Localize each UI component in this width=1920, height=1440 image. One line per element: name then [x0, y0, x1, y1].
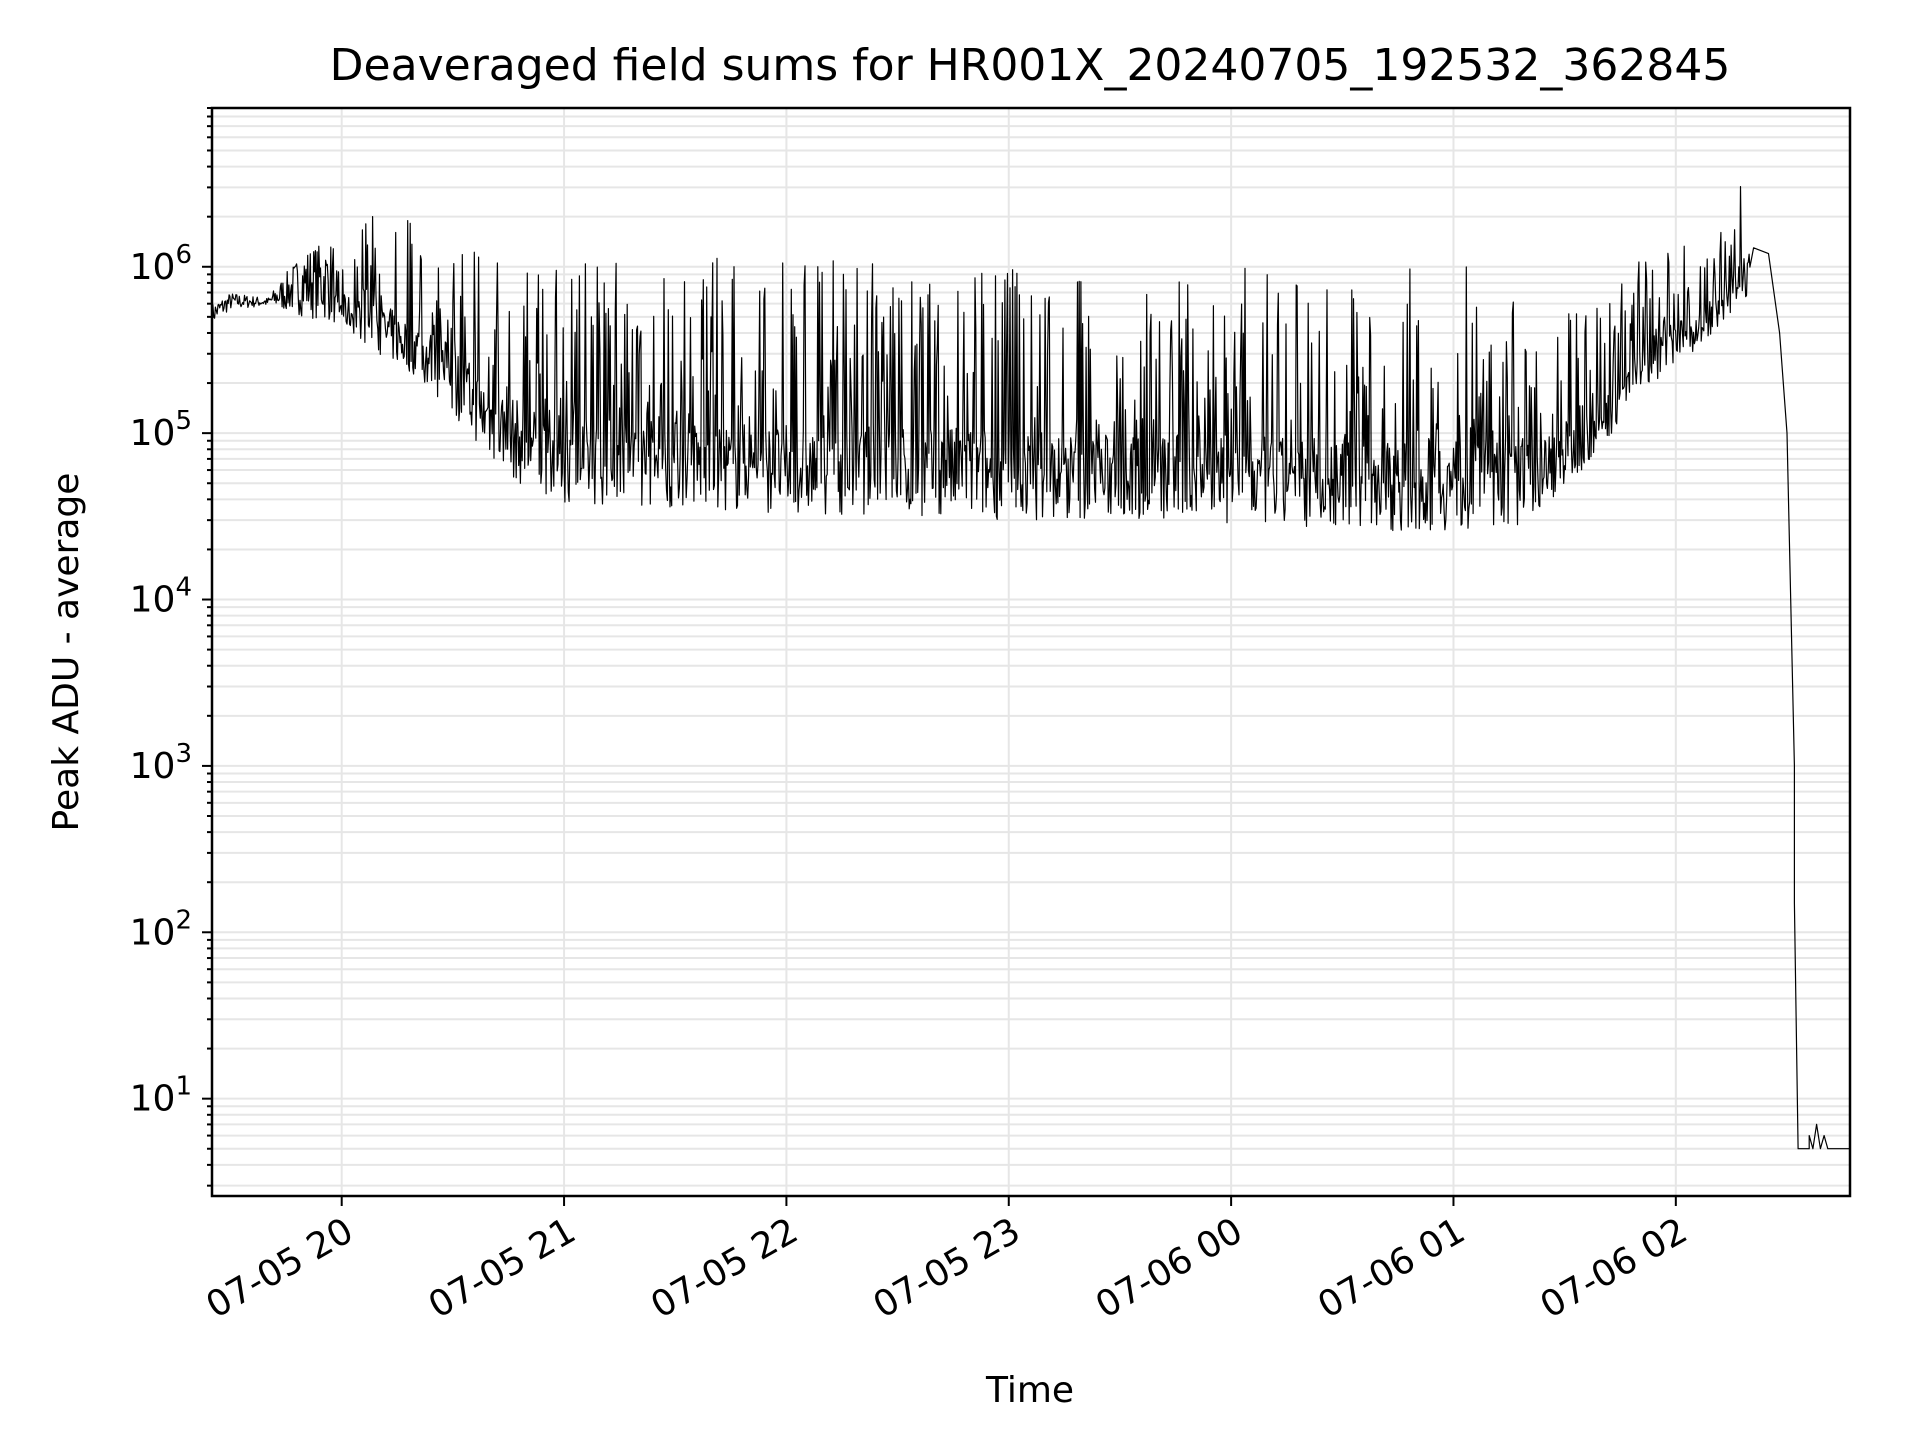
y-tick-exp: 5: [175, 406, 192, 436]
y-axis-label: Peak ADU - average: [46, 473, 87, 832]
y-tick-exp: 4: [175, 573, 192, 603]
series-line: [211, 186, 1850, 1150]
y-tick-base: 10: [130, 912, 176, 953]
y-tick-label: 106: [130, 240, 192, 288]
series-group: [211, 186, 1850, 1150]
y-tick-base: 10: [130, 247, 176, 288]
x-tick-label: 07-05 22: [644, 1210, 805, 1326]
y-tick-label: 101: [130, 1072, 192, 1120]
y-tick-base: 10: [130, 413, 176, 454]
y-tick-label: 105: [130, 406, 192, 454]
x-tick-label: 07-05 20: [200, 1210, 361, 1326]
grid-lines: [212, 107, 1850, 1196]
x-tick-label: 07-06 01: [1311, 1210, 1472, 1326]
x-axis: 07-05 20 07-05 21 07-05 22 07-05 23 07-06 00…: [200, 1196, 1695, 1327]
x-tick-label: 07-05 21: [422, 1210, 583, 1326]
y-tick-label: 103: [130, 739, 192, 787]
x-axis-label: Time: [985, 1370, 1074, 1411]
y-tick-base: 10: [130, 1079, 176, 1120]
y-tick-exp: 3: [175, 739, 192, 769]
y-tick-exp: 6: [175, 240, 192, 270]
x-tick-label: 07-06 00: [1089, 1210, 1250, 1326]
y-tick-exp: 1: [175, 1072, 192, 1102]
y-tick-label: 104: [130, 573, 192, 621]
y-tick-label: 102: [130, 905, 192, 953]
y-tick-base: 10: [130, 746, 176, 787]
x-tick-label: 07-05 23: [867, 1210, 1028, 1326]
x-tick-label: 07-06 02: [1534, 1210, 1695, 1326]
y-tick-base: 10: [130, 580, 176, 621]
chart-title: Deaveraged field sums for HR001X_2024070…: [330, 40, 1731, 91]
y-tick-exp: 2: [175, 905, 192, 935]
plot-frame: [210, 106, 1852, 1198]
